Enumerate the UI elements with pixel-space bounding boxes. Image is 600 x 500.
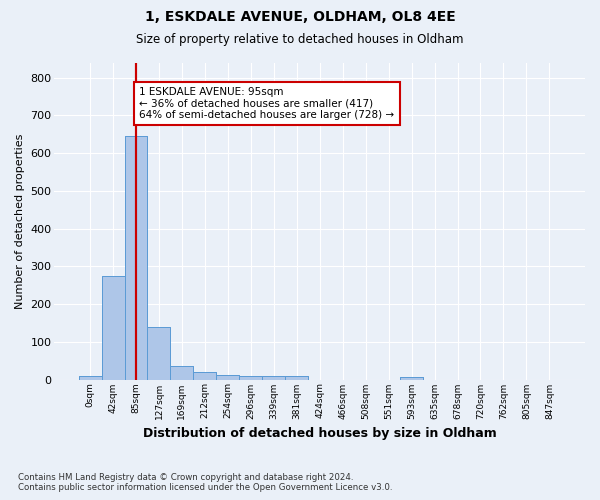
Bar [239, 376, 262, 380]
Text: 1 ESKDALE AVENUE: 95sqm
← 36% of detached houses are smaller (417)
64% of semi-d: 1 ESKDALE AVENUE: 95sqm ← 36% of detache… [139, 87, 395, 120]
Text: Contains HM Land Registry data © Crown copyright and database right 2024.
Contai: Contains HM Land Registry data © Crown c… [18, 473, 392, 492]
Bar [101, 276, 125, 380]
Bar [79, 376, 101, 380]
Bar [193, 372, 217, 380]
Bar [170, 366, 193, 380]
Bar [79, 376, 101, 380]
Y-axis label: Number of detached properties: Number of detached properties [15, 134, 25, 308]
Bar [101, 276, 125, 380]
Bar [239, 376, 262, 380]
Text: Size of property relative to detached houses in Oldham: Size of property relative to detached ho… [136, 32, 464, 46]
Bar [148, 328, 170, 380]
Bar [125, 136, 148, 380]
Bar [262, 376, 285, 380]
Text: 1, ESKDALE AVENUE, OLDHAM, OL8 4EE: 1, ESKDALE AVENUE, OLDHAM, OL8 4EE [145, 10, 455, 24]
Bar [148, 328, 170, 380]
Bar [400, 377, 423, 380]
Bar [170, 366, 193, 380]
Bar [262, 376, 285, 380]
Bar [400, 377, 423, 380]
Bar [217, 374, 239, 380]
Bar [193, 372, 217, 380]
Bar [125, 136, 148, 380]
Bar [285, 376, 308, 380]
Bar [217, 374, 239, 380]
X-axis label: Distribution of detached houses by size in Oldham: Distribution of detached houses by size … [143, 427, 497, 440]
Bar [285, 376, 308, 380]
